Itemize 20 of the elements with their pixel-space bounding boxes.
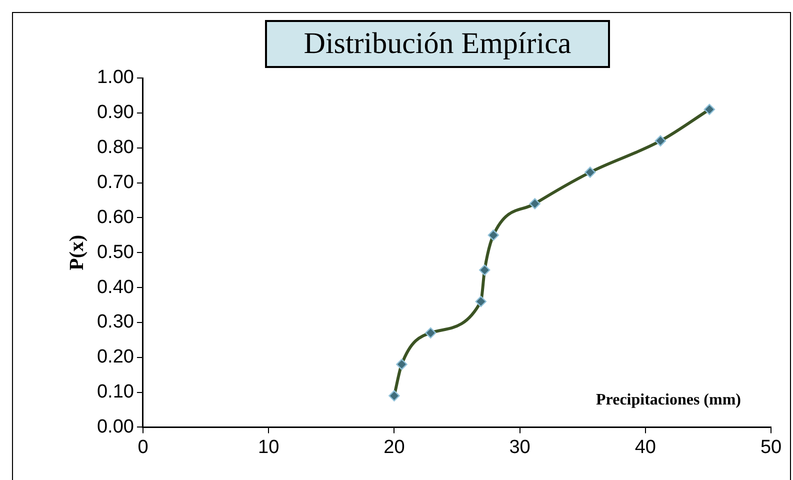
x-tick-label: 10 [258,436,280,458]
y-axis-title: P(x) [66,234,88,270]
x-tick-label: 20 [384,436,405,458]
y-tick-label: 0.50 [96,242,134,263]
y-tick-label: 0.70 [96,172,134,193]
x-tick-label: 30 [509,436,530,458]
chart-title: Distribución Empírica [265,20,610,68]
x-axis-title: Precipitaciones (mm) [596,391,741,408]
y-tick-label: 0.80 [96,137,134,158]
y-tick-label: 0.20 [96,346,134,368]
y-tick-label: 0.40 [96,276,134,298]
y-tick-label: 0.30 [96,312,134,333]
y-tick-label: 0.90 [96,102,134,124]
x-tick-label: 50 [760,436,782,458]
y-tick-label: 1.00 [96,67,134,88]
y-tick-label: 0.00 [96,416,134,438]
y-tick-label: 0.10 [96,382,134,403]
y-tick-label: 0.60 [96,206,134,228]
x-tick-label: 0 [138,436,148,458]
x-tick-label: 40 [634,436,656,458]
